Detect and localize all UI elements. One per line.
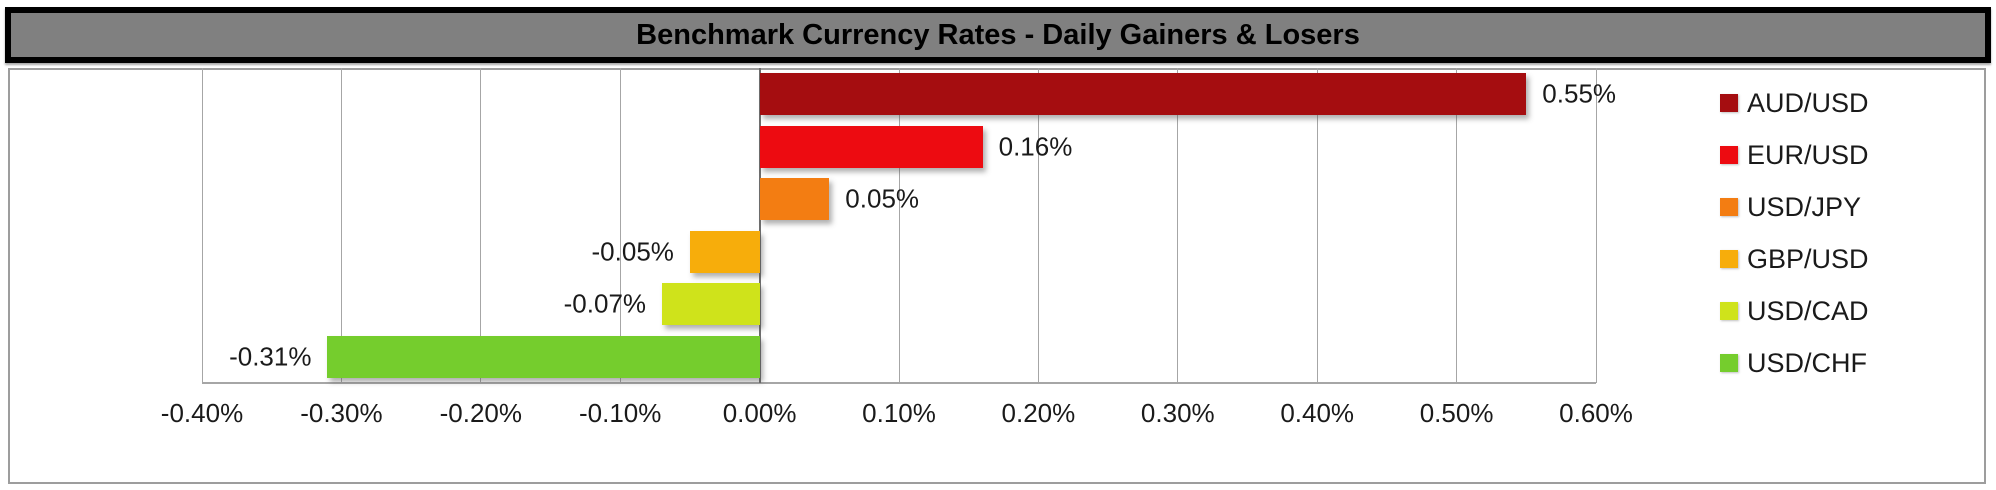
x-axis-line [202, 382, 1596, 384]
gridline [340, 68, 342, 383]
legend-label: USD/CAD [1747, 295, 1869, 326]
bar-value-label-gbp-usd: -0.05% [591, 236, 674, 267]
gridline [201, 68, 203, 383]
bar-gbp-usd [689, 230, 760, 273]
x-tick-label: 0.20% [1001, 398, 1076, 428]
gridline [480, 68, 482, 383]
legend-swatch-eur-usd [1720, 146, 1738, 164]
plot-area: 0.55% 0.16% 0.05% -0.05% -0.07% -0.31% [201, 68, 1616, 384]
x-tick-label: 0.00% [722, 398, 797, 428]
bar-usd-chf [327, 335, 760, 378]
gridline [1037, 68, 1039, 383]
legend-item-gbp-usd: GBP/USD [1720, 233, 1976, 285]
bar-value-label-aud-usd: 0.55% [1542, 78, 1617, 109]
zero-axis-line [758, 68, 761, 383]
bar-usd-cad [662, 283, 760, 326]
gridline [1316, 68, 1318, 383]
x-tick-label: 0.60% [1559, 398, 1633, 428]
legend-item-eur-usd: EUR/USD [1720, 129, 1976, 181]
legend-item-aud-usd: AUD/USD [1720, 77, 1976, 129]
legend-swatch-usd-chf [1720, 354, 1738, 372]
gridline [1595, 68, 1597, 383]
legend-swatch-gbp-usd [1720, 250, 1738, 268]
legend-item-usd-chf: USD/CHF [1720, 337, 1976, 389]
bar-value-label-eur-usd: 0.16% [998, 131, 1073, 162]
gridline [898, 68, 900, 383]
gridline [1177, 68, 1179, 383]
bar-value-label-usd-cad: -0.07% [563, 288, 647, 319]
legend-label: EUR/USD [1747, 139, 1869, 170]
x-tick-label: 0.30% [1140, 398, 1215, 428]
bar-usd-jpy [759, 178, 830, 221]
x-axis-tick-labels: -0.40% -0.30% -0.20% -0.10% 0.00% 0.10% 0.20% 0… [161, 398, 1633, 434]
bar-value-label-usd-chf: -0.31% [229, 341, 312, 372]
legend-swatch-usd-jpy [1720, 198, 1738, 216]
legend-label: USD/CHF [1747, 347, 1867, 378]
legend-item-usd-jpy: USD/JPY [1720, 181, 1976, 233]
legend-label: USD/JPY [1747, 191, 1862, 222]
gridline [1456, 68, 1458, 383]
legend-label: AUD/USD [1747, 87, 1869, 118]
legend-item-usd-cad: USD/CAD [1720, 285, 1976, 337]
x-tick-label: -0.40% [160, 398, 244, 428]
gridline [619, 68, 621, 383]
bar-eur-usd [759, 125, 983, 168]
x-tick-label: 0.40% [1280, 398, 1355, 428]
legend-label: GBP/USD [1747, 243, 1869, 274]
x-tick-label: -0.10% [578, 398, 662, 428]
legend-swatch-aud-usd [1720, 94, 1738, 112]
chart-body [8, 68, 1986, 484]
x-tick-label: 0.10% [862, 398, 936, 428]
legend: AUD/USD EUR/USD USD/JPY GBP/USD USD/CAD USD/C… [1720, 77, 1976, 389]
chart-title: Benchmark Currency Rates - Daily Gainers… [636, 18, 1360, 51]
x-tick-label: 0.50% [1419, 398, 1494, 428]
bar-value-label-usd-jpy: 0.05% [845, 183, 920, 214]
bar-aud-usd [759, 73, 1527, 116]
chart-title-bar: Benchmark Currency Rates - Daily Gainers… [5, 7, 1991, 63]
x-tick-label: -0.20% [439, 398, 522, 428]
legend-swatch-usd-cad [1720, 302, 1738, 320]
x-tick-label: -0.30% [300, 398, 383, 428]
